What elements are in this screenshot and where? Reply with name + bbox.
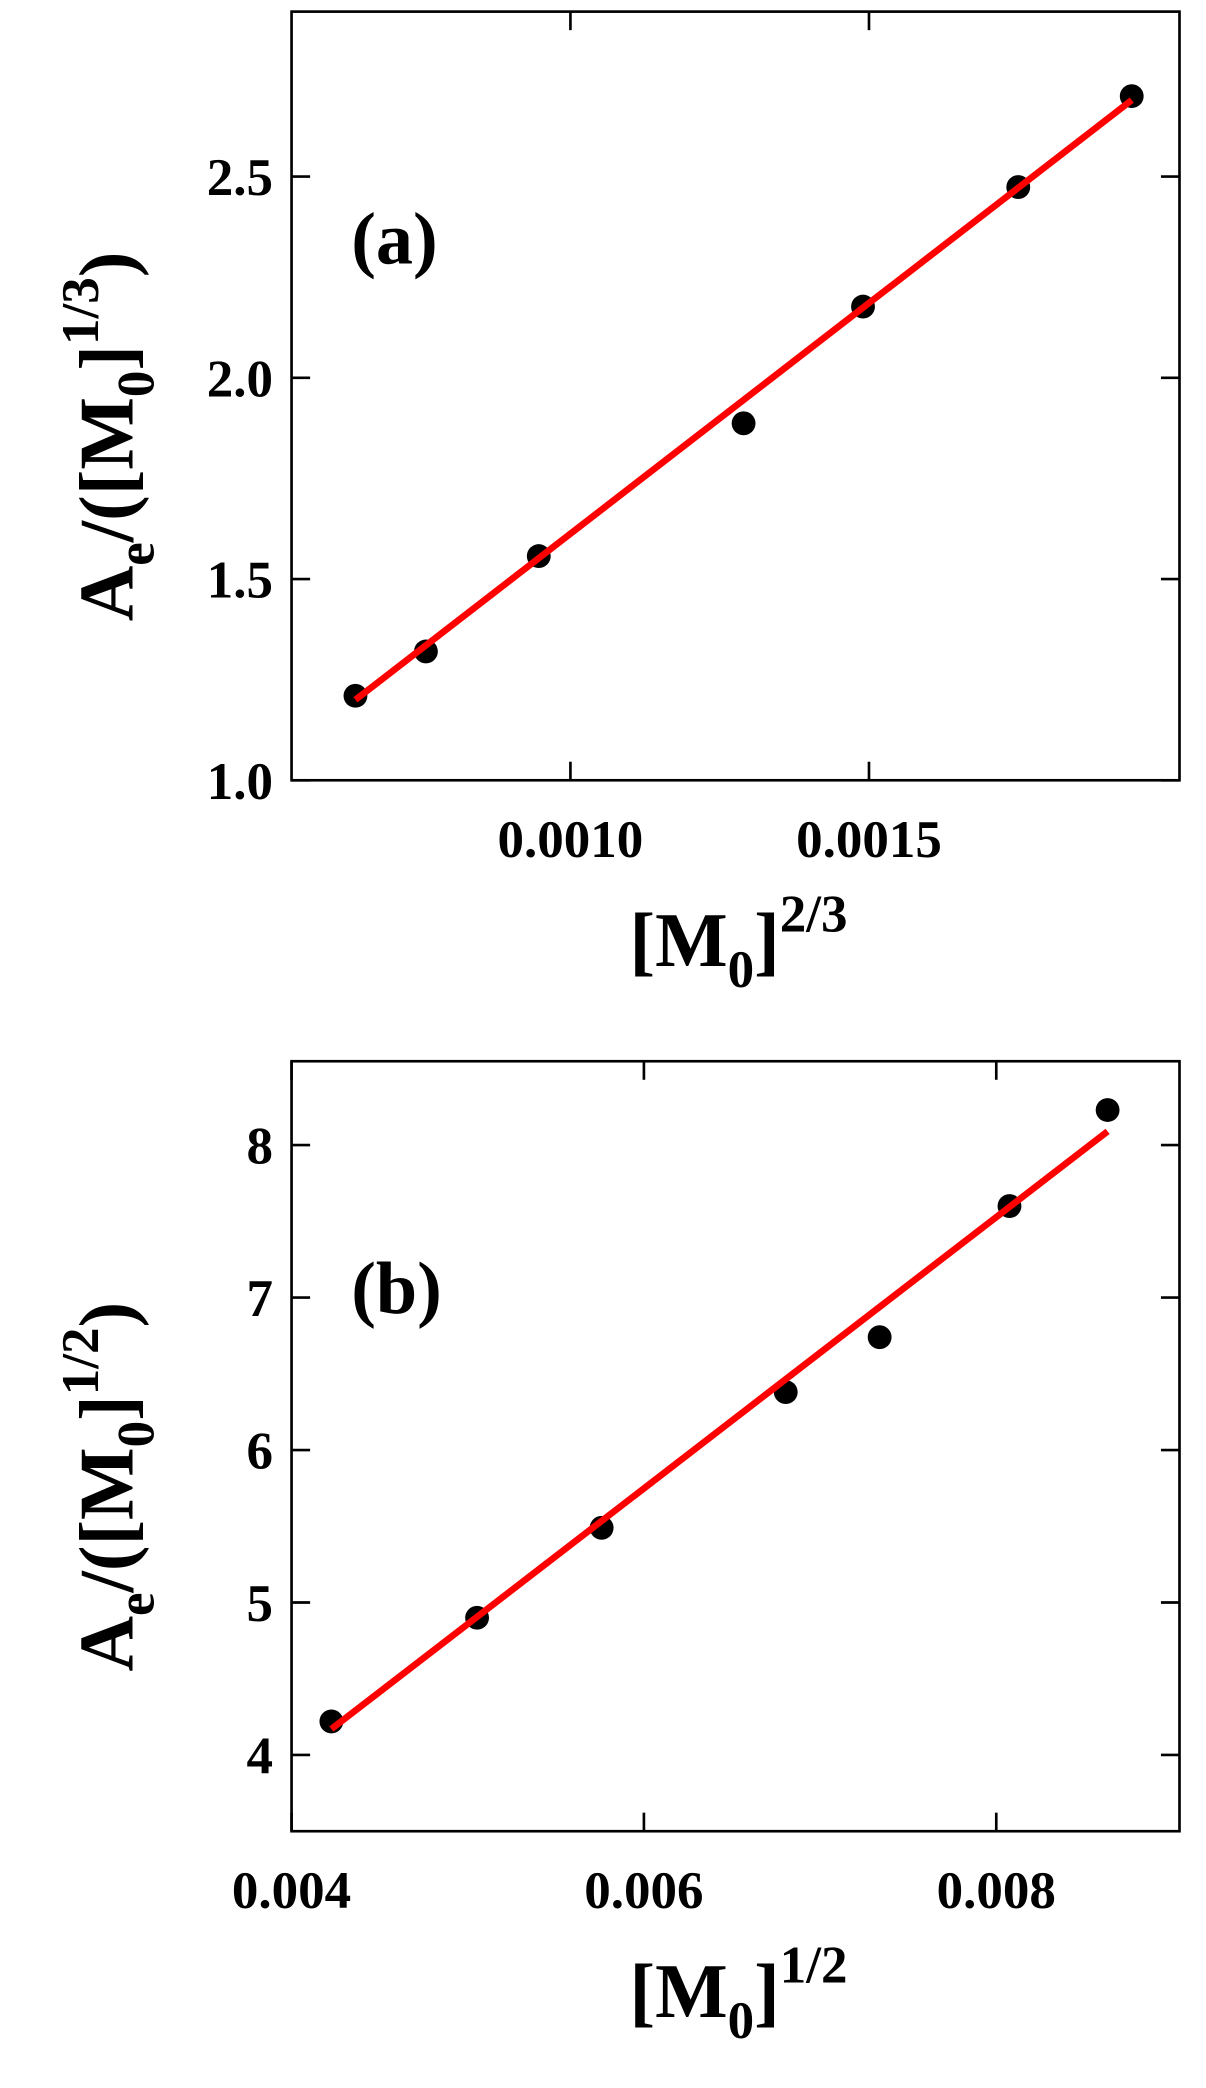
x-tick-label: 0.0015	[796, 811, 942, 869]
fit-line	[329, 1128, 1110, 1732]
label-part: 1/2	[52, 1328, 110, 1396]
data-point	[413, 639, 438, 664]
y-tick-label: 4	[247, 1728, 274, 1786]
y-tick-label: 1.0	[207, 753, 273, 811]
y-axis-label: Ae/([M0]1/2)	[52, 1302, 166, 1672]
label-part: e	[108, 1592, 166, 1616]
label-part: [M	[630, 1949, 728, 2034]
x-tick-label: 0.008	[937, 1862, 1056, 1920]
label-part: 0	[108, 371, 166, 398]
y-tick-label: 2.0	[207, 350, 273, 408]
label-part: ]	[65, 1395, 150, 1421]
y-tick-label: 5	[247, 1575, 274, 1633]
label-part: 1/3	[52, 277, 110, 345]
label-part: )	[65, 252, 150, 278]
y-tick-label: 7	[247, 1270, 274, 1328]
data-point	[731, 411, 756, 436]
label-part: 0	[108, 1421, 166, 1448]
y-tick-label: 2.5	[207, 149, 273, 207]
label-part: /([M	[65, 1447, 150, 1593]
y-tick-label: 1.5	[207, 552, 273, 610]
label-part: 0	[728, 941, 755, 999]
label-part: ]	[754, 898, 780, 983]
label-part: 1/2	[780, 1936, 848, 1994]
y-axis-label: Ae/([M0]1/3)	[52, 252, 166, 622]
x-tick-label: 0.004	[232, 1862, 351, 1920]
x-tick-label: 0.006	[584, 1862, 703, 1920]
fit-line	[353, 97, 1134, 703]
label-part: A	[65, 1616, 150, 1672]
x-axis-label: [M0]1/2	[630, 1936, 848, 2050]
label-part: ]	[754, 1949, 780, 2034]
label-part: A	[65, 566, 150, 622]
label-part: 2/3	[780, 885, 848, 943]
data-point	[867, 1325, 892, 1350]
x-tick-label: 0.0010	[498, 811, 644, 869]
label-part: )	[65, 1302, 150, 1328]
panel-label: (a)	[351, 198, 438, 280]
plot-frame	[290, 10, 1181, 782]
x-axis-label: [M0]2/3	[630, 885, 848, 999]
label-part: e	[108, 542, 166, 566]
y-tick-label: 8	[247, 1118, 274, 1176]
label-part: 0	[728, 1992, 755, 2050]
label-part: [M	[630, 898, 728, 983]
panel-label: (b)	[351, 1248, 442, 1330]
label-part: ]	[65, 345, 150, 371]
plot-frame	[290, 1059, 1181, 1833]
y-tick-label: 6	[247, 1423, 274, 1481]
data-point	[1095, 1098, 1120, 1122]
label-part: /([M	[65, 397, 150, 543]
